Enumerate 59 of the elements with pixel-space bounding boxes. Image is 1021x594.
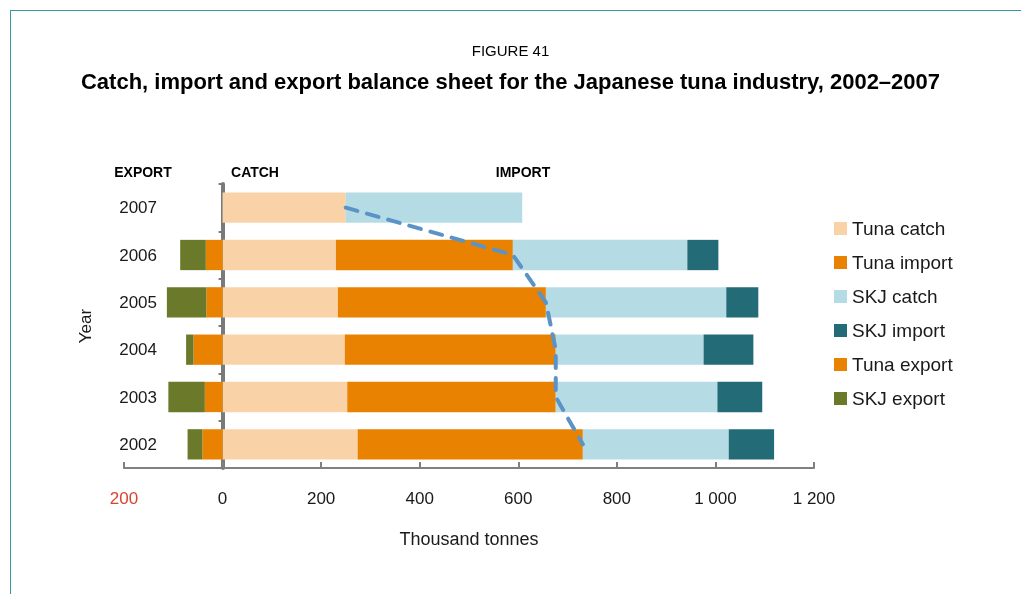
text: CATCH [231,164,279,180]
x-tick-label: 600 [504,489,533,508]
bar [206,287,223,318]
y-tick-label: 2007 [119,198,157,218]
bar [168,381,205,413]
bar [202,429,223,460]
x-tick-label: 400 [405,489,434,508]
bar [205,239,223,271]
y-tick-label: 2002 [119,434,157,454]
bar [347,381,556,413]
bar [728,429,775,460]
x-tick-label: 200 [306,489,336,508]
bar [717,381,763,413]
bar [703,334,754,365]
bar [357,429,583,460]
bar [687,239,719,271]
legend-label: SKJ export [852,388,946,409]
x-tick-label: 1 000 [694,489,737,508]
bar [555,334,704,365]
bar [204,381,223,413]
chart-subtitle: Catch, import and export balance sheet for the Japanese tuna industry, 2002–2007 [80,68,941,94]
bar [512,239,688,271]
bar [222,239,336,271]
bar [335,239,513,271]
bar [545,287,727,318]
x-tick-label: 1 200 [792,489,836,508]
bar [345,192,523,223]
legend-label: SKJ import [852,320,946,341]
bar [582,429,729,460]
y-tick-label: 2005 [119,292,157,312]
bar [180,239,206,271]
bar [337,287,546,318]
bar [186,334,194,365]
bar [222,429,358,460]
y-tick-label: 2004 [119,340,157,360]
y-tick-label: 2003 [119,387,157,407]
bar [166,287,207,318]
y-axis-title: Year [76,308,95,344]
y-tick-label: 2006 [119,245,157,265]
bar [726,287,759,318]
bar [555,381,718,413]
x-tick-label: 800 [602,489,632,508]
legend-label: Tuna catch [852,218,946,239]
chart-title: FIGURE 41 [471,42,550,59]
bar [222,287,338,318]
legend-label: Tuna import [852,252,954,273]
bar [187,429,203,460]
bar [222,381,348,413]
bar [222,334,345,365]
bar [222,192,346,223]
legend-label: SKJ catch [852,286,938,307]
x-axis-title: Thousand tonnes [399,529,539,549]
x-tick-label: 200 [109,489,139,508]
bar [344,334,556,365]
x-tick-label: 0 [217,489,228,508]
text: IMPORT [495,164,551,180]
text: EXPORT [114,164,173,180]
bar [193,334,223,365]
legend-label: Tuna export [852,354,954,375]
